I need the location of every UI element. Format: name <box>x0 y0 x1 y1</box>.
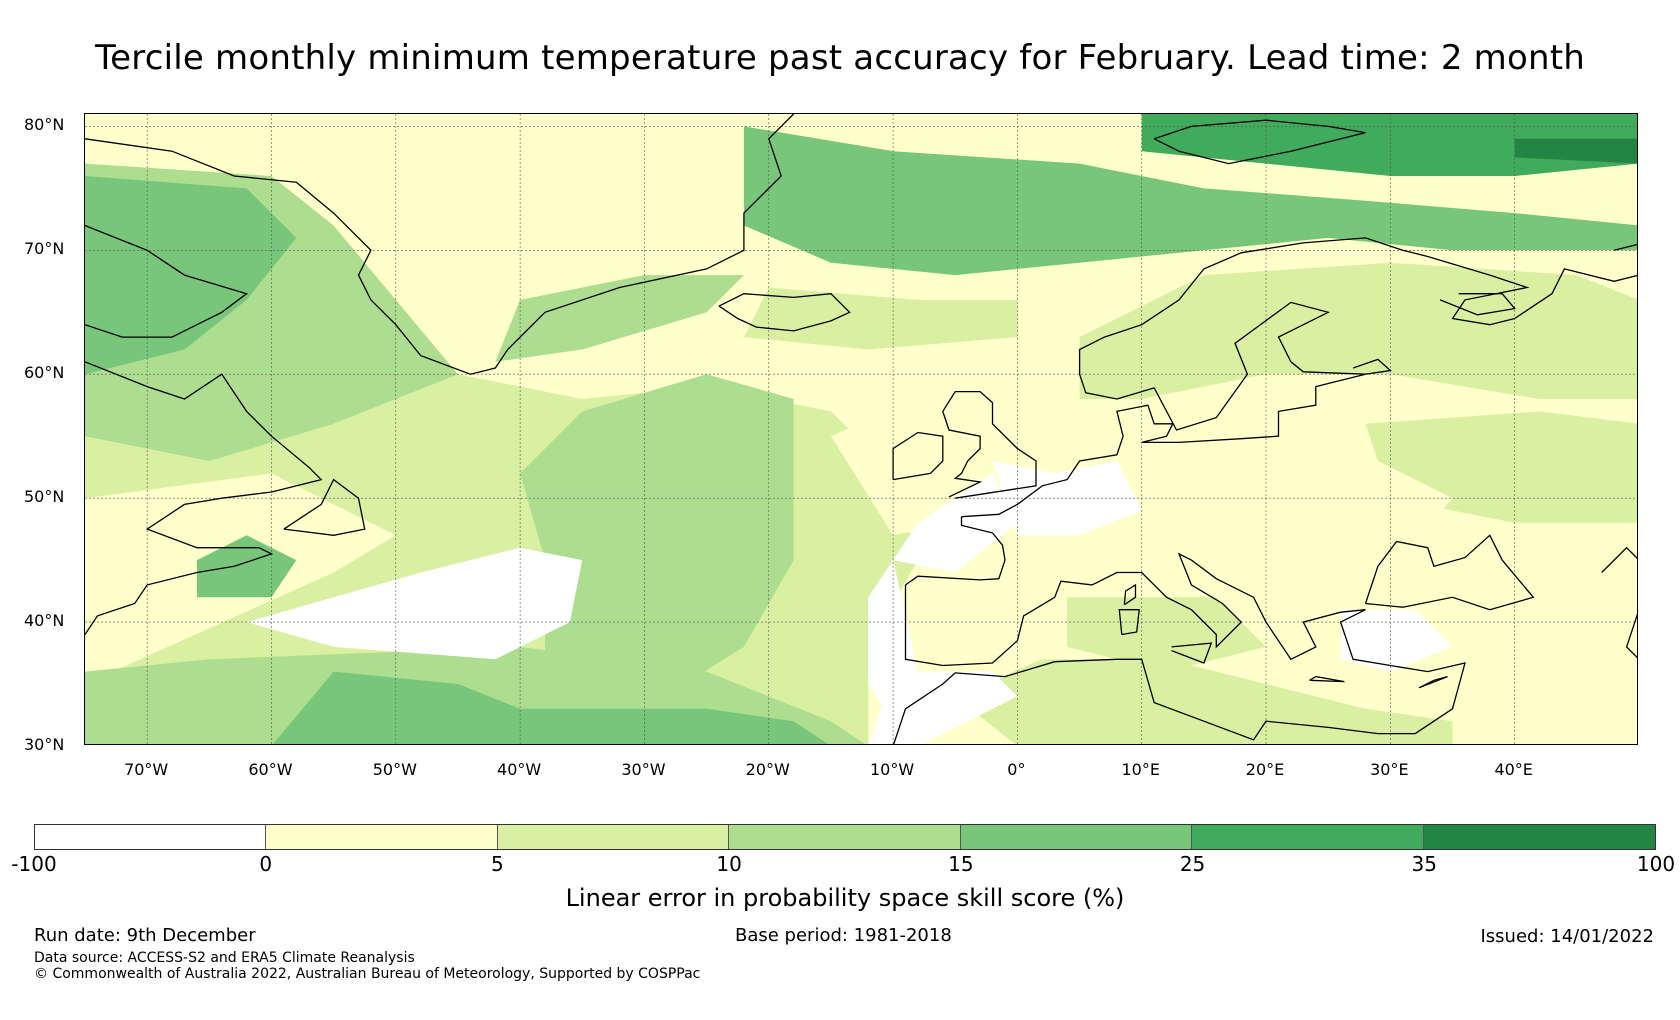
colorbar-tick-label: 100 <box>1636 852 1676 876</box>
colorbar <box>34 824 1656 850</box>
lon-label: 70°W <box>124 760 169 779</box>
region-north-africa-white <box>868 671 1018 744</box>
copyright: © Commonwealth of Australia 2022, Austra… <box>34 966 701 982</box>
skill-score-map <box>84 113 1638 745</box>
lon-label: 0° <box>1007 760 1026 779</box>
colorbar-tick-label: 10 <box>716 852 742 876</box>
coast-france-north <box>961 237 1637 518</box>
region-france-white <box>992 461 1142 536</box>
coast-europe <box>893 552 1466 744</box>
colorbar-segment <box>497 825 730 849</box>
issued-date: Issued: 14/01/2022 <box>1480 926 1654 947</box>
region-south-atlantic-25 <box>273 671 828 744</box>
lat-label: 80°N <box>24 115 65 135</box>
coast-black-sea <box>1364 534 1535 611</box>
region-scandinavia-10 <box>1079 262 1637 399</box>
region-svalbard-35 <box>1141 114 1637 176</box>
coast-finland-gulf <box>1352 358 1392 375</box>
data-source: Data source: ACCESS-S2 and ERA5 Climate … <box>34 950 415 966</box>
colorbar-segment <box>729 825 961 849</box>
coast-caspian <box>1601 546 1637 659</box>
lon-label: 40°W <box>497 760 542 779</box>
lat-label: 60°N <box>24 363 65 383</box>
region-azores-white <box>246 547 583 660</box>
region-north-atlantic-5 <box>271 114 670 263</box>
lon-label: 50°W <box>372 760 417 779</box>
coastlines <box>85 114 1637 744</box>
coast-baffin <box>85 224 249 338</box>
lon-label: 60°W <box>248 760 293 779</box>
coast-sardinia <box>1118 609 1140 636</box>
coast-cyprus <box>1418 675 1448 689</box>
map-title: Tercile monthly minimum temperature past… <box>94 38 1586 78</box>
colorbar-segment <box>960 825 1193 849</box>
region-europe-5 <box>1017 436 1453 573</box>
coast-greenland <box>85 114 795 375</box>
colorbar-tick-label: -100 <box>11 852 57 876</box>
region-mid-atlantic-15 <box>520 374 794 709</box>
colorbar-tick-label: 25 <box>1179 852 1206 876</box>
lon-label: 40°E <box>1494 760 1533 779</box>
coast-svalbard <box>1153 119 1366 165</box>
coast-corsica <box>1123 583 1137 606</box>
colorbar-tick-label: 35 <box>1411 852 1438 876</box>
region-north-africa-10 <box>955 659 1453 744</box>
lat-label: 30°N <box>24 735 65 754</box>
lat-label: 40°N <box>24 611 65 631</box>
coast-britain <box>942 390 1037 499</box>
colorbar-label: Linear error in probability space skill … <box>565 884 1125 912</box>
lon-label: 30°E <box>1370 760 1409 779</box>
region-barents-north <box>1514 138 1637 164</box>
coast-sicily <box>1171 642 1213 664</box>
colorbar-segment <box>35 825 267 849</box>
region-iceland-10 <box>743 287 1018 350</box>
lon-label: 10°E <box>1121 760 1160 779</box>
lon-label: 10°W <box>869 760 915 779</box>
map-canvas <box>85 114 1637 744</box>
lat-label: 50°N <box>24 487 65 507</box>
coast-labrador <box>85 361 323 635</box>
coast-iceland <box>718 293 851 332</box>
coast-crete <box>1309 675 1345 683</box>
colorbar-segment <box>1423 825 1655 849</box>
run-date: Run date: 9th December <box>34 925 256 946</box>
colorbar-segment <box>1192 825 1424 849</box>
colorbar-tick-label: 5 <box>491 852 504 876</box>
region-baffin-25 <box>85 176 297 375</box>
colorbar-segment <box>266 825 498 849</box>
coast-novaya-zemlya <box>1613 243 1637 251</box>
lon-label: 20°W <box>745 760 790 779</box>
coast-white-sea <box>1439 293 1516 316</box>
lat-label: 70°N <box>24 239 65 259</box>
region-west-greenland-sea-15 <box>495 275 744 362</box>
lon-label: 30°W <box>621 760 666 779</box>
base-period: Base period: 1981-2018 <box>735 925 952 946</box>
lon-label: 20°E <box>1245 760 1285 779</box>
region-mediterranean-10 <box>1067 597 1266 672</box>
graticule <box>85 114 1637 744</box>
coast-ireland <box>892 431 944 481</box>
coast-iberia-bay <box>905 516 1006 586</box>
score-regions <box>85 114 1637 744</box>
coast-newfoundland <box>283 478 366 536</box>
colorbar-tick-label: 15 <box>948 852 974 876</box>
region-nordic-seas-25 <box>743 126 1637 276</box>
region-turkey-white <box>1340 609 1453 672</box>
colorbar-tick-label: 0 <box>259 852 273 876</box>
